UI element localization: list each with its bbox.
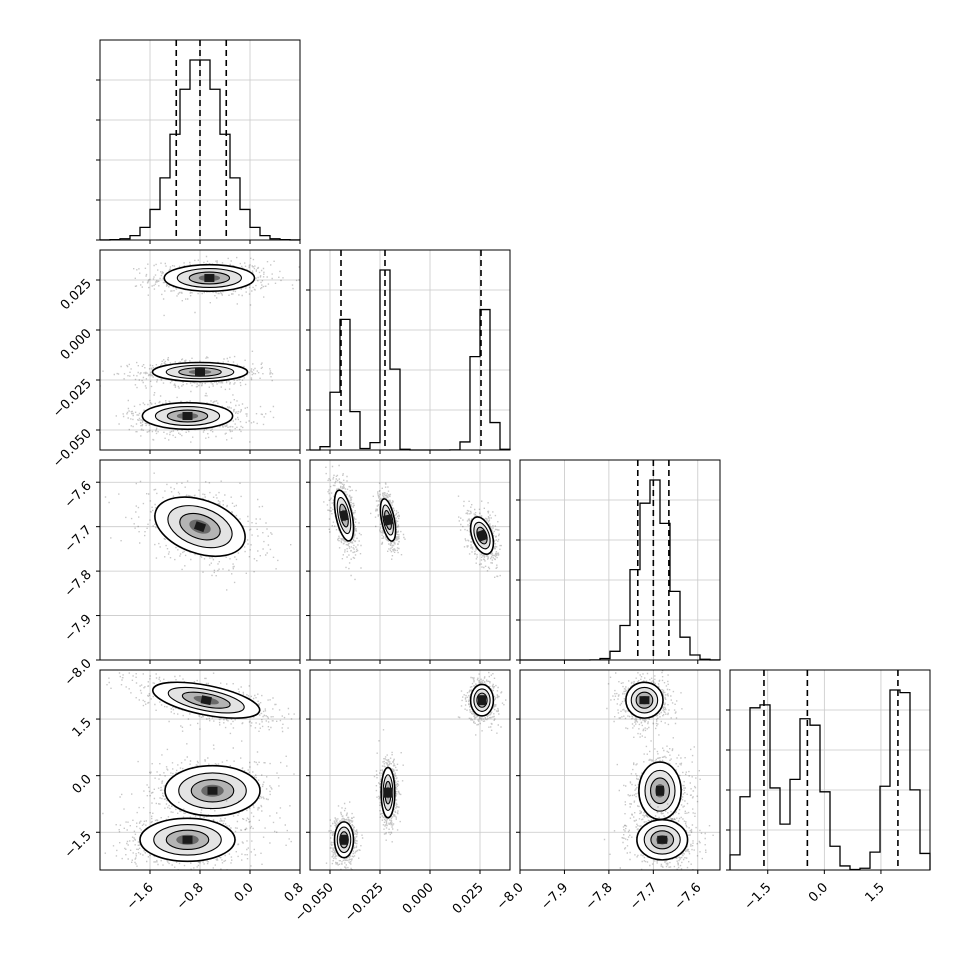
x-tick-label-2-1: −7.9: [538, 880, 571, 913]
x-tick-label-0-2: 0.0: [232, 880, 257, 905]
density-peak-2-1-2: [476, 529, 488, 542]
y-tick-label-2-4: −7.6: [62, 478, 95, 511]
density-peak-1-0-0: [204, 274, 215, 282]
scatter-3-1-1: [373, 729, 404, 843]
pair-panel-3-1: [309, 669, 511, 871]
hist-step-3: [729, 689, 931, 871]
panels-layer: −1.6 −0.8 0.0 0.8−0.050 −0.025 0.000 0.025 −8.0…: [50, 39, 931, 925]
pair-panel-3-2: [519, 669, 721, 871]
x-tick-label-3-2: 1.5: [863, 880, 888, 905]
hist-panel-1: [306, 249, 511, 451]
density-peak-3-0-0: [200, 695, 212, 706]
hist-panel-2: [516, 459, 721, 661]
y-tick-label-1-0: −0.050: [50, 426, 95, 471]
x-tick-label-2-3: −7.7: [627, 880, 660, 913]
density-peak-2-1-0: [339, 509, 349, 522]
y-tick-label-1-3: 0.025: [58, 276, 95, 313]
y-tick-label-2-0: −8.0: [62, 656, 95, 689]
y-tick-label-3-0: −1.5: [62, 828, 95, 861]
y-tick-label-3-2: 1.5: [70, 715, 95, 740]
density-peak-1-0-2: [182, 412, 193, 420]
hist-panel-0: [96, 39, 301, 241]
x-tick-label-1-1: −0.025: [342, 880, 387, 925]
density-peak-3-1-1: [384, 787, 392, 798]
y-tick-label-2-1: −7.9: [62, 612, 95, 645]
x-tick-label-0-1: −0.8: [174, 880, 207, 913]
density-peak-3-1-2: [340, 834, 348, 845]
x-tick-label-2-0: −8.0: [494, 880, 527, 913]
pair-panel-3-0: [99, 669, 301, 871]
hist-panel-3: [726, 669, 931, 871]
x-tick-label-1-3: 0.025: [450, 880, 487, 917]
pair-panel-2-1: [309, 459, 511, 661]
x-tick-label-0-3: 0.8: [282, 880, 307, 905]
density-peak-3-0-2: [182, 835, 193, 844]
density-peak-2-1-1: [383, 514, 393, 526]
y-tick-label-2-2: −7.8: [62, 567, 95, 600]
density-peak-1-0-1: [195, 368, 205, 376]
y-tick-label-3-1: 0.0: [70, 772, 95, 797]
x-tick-label-3-1: 0.0: [806, 880, 831, 905]
hist-step-1: [309, 269, 511, 451]
x-tick-label-1-2: 0.000: [400, 880, 437, 917]
x-tick-label-2-4: −7.6: [672, 880, 705, 913]
y-tick-label-1-2: 0.000: [58, 326, 95, 363]
x-tick-label-2-2: −7.8: [583, 880, 616, 913]
pair-panel-1-0: [99, 249, 301, 451]
density-peak-3-2-1: [656, 785, 664, 796]
density-peak-2-0-0: [193, 521, 207, 533]
pair-panel-2-0: [99, 459, 301, 661]
density-peak-3-2-0: [639, 696, 650, 705]
hist-step-2: [520, 479, 721, 661]
y-tick-label-2-3: −7.7: [62, 523, 95, 556]
density-peak-3-2-2: [657, 835, 668, 844]
density-peak-3-1-0: [478, 695, 486, 706]
y-tick-label-1-1: −0.025: [50, 376, 95, 421]
x-tick-label-3-0: −1.5: [742, 880, 775, 913]
density-peak-3-0-1: [207, 786, 218, 795]
x-tick-label-0-0: −1.6: [124, 880, 157, 913]
